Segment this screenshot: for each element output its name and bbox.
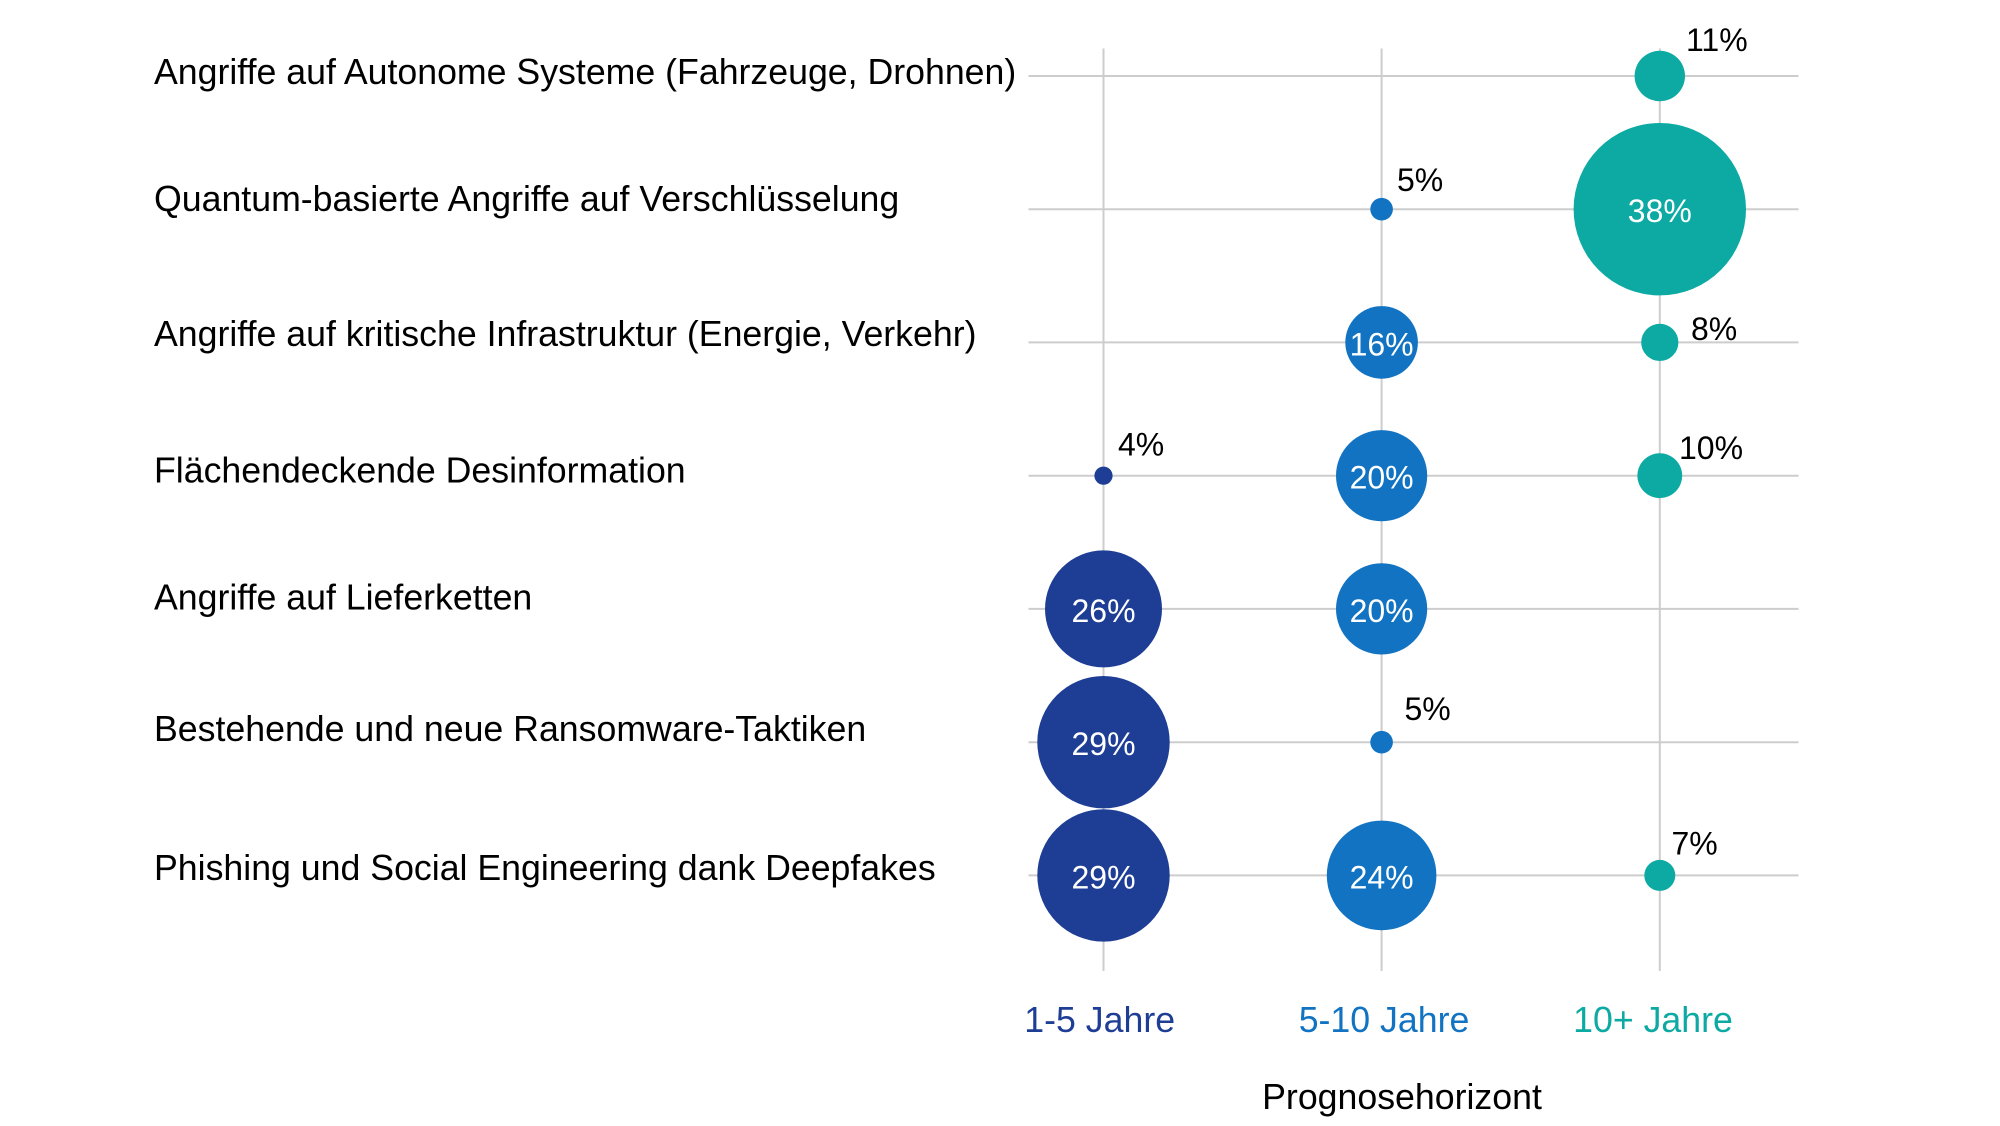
svg-text:11%: 11% bbox=[1686, 22, 1748, 58]
svg-text:38%: 38% bbox=[1628, 193, 1692, 229]
svg-text:5%: 5% bbox=[1405, 691, 1451, 727]
svg-text:10%: 10% bbox=[1679, 430, 1743, 466]
svg-text:26%: 26% bbox=[1071, 593, 1135, 629]
svg-text:Angriffe auf kritische Infrast: Angriffe auf kritische Infrastruktur (En… bbox=[154, 314, 977, 354]
svg-text:10+ Jahre: 10+ Jahre bbox=[1573, 1000, 1733, 1040]
svg-text:8%: 8% bbox=[1691, 311, 1737, 347]
svg-text:4%: 4% bbox=[1118, 427, 1164, 463]
svg-text:Bestehende und neue Ransomware: Bestehende und neue Ransomware-Taktiken bbox=[154, 709, 866, 749]
svg-text:29%: 29% bbox=[1071, 859, 1135, 895]
svg-text:20%: 20% bbox=[1350, 593, 1414, 629]
svg-text:1-5 Jahre: 1-5 Jahre bbox=[1024, 1000, 1175, 1040]
svg-text:Angriffe auf Autonome Systeme: Angriffe auf Autonome Systeme (Fahrzeuge… bbox=[154, 52, 1016, 92]
svg-text:5-10 Jahre: 5-10 Jahre bbox=[1299, 1000, 1470, 1040]
svg-text:29%: 29% bbox=[1071, 726, 1135, 762]
svg-text:16%: 16% bbox=[1350, 326, 1414, 362]
svg-text:5%: 5% bbox=[1397, 162, 1443, 198]
svg-text:Quantum-basierte Angriffe auf: Quantum-basierte Angriffe auf Verschlüss… bbox=[154, 179, 899, 219]
svg-text:Prognosehorizont: Prognosehorizont bbox=[1262, 1077, 1542, 1117]
svg-text:Phishing und Social Engineerin: Phishing und Social Engineering dank Dee… bbox=[154, 848, 936, 888]
svg-text:20%: 20% bbox=[1350, 460, 1414, 496]
svg-text:24%: 24% bbox=[1350, 859, 1414, 895]
svg-text:Angriffe auf Lieferketten: Angriffe auf Lieferketten bbox=[154, 578, 532, 618]
svg-text:7%: 7% bbox=[1672, 826, 1718, 862]
svg-text:Flächendeckende Desinformation: Flächendeckende Desinformation bbox=[154, 451, 686, 491]
